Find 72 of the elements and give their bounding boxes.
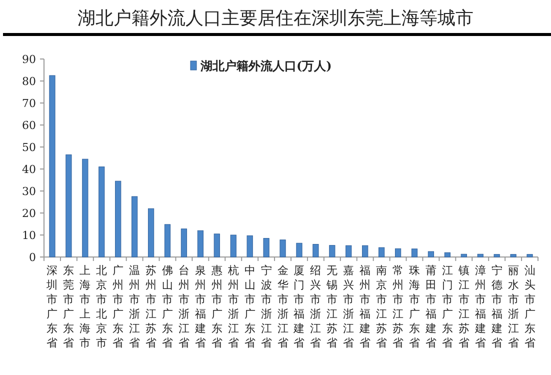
y-tick-label: 90: [22, 53, 36, 66]
x-tick-label: 无锡市江苏省: [326, 264, 338, 350]
x-tick-label: 温州市浙江省: [129, 264, 140, 350]
x-tick-label: 珠海市广东省: [409, 264, 420, 350]
bar: [164, 224, 171, 258]
bar: [460, 254, 467, 258]
x-tick-label: 厦门市福建省: [292, 264, 305, 350]
x-tick-label: 莆田市福建省: [424, 264, 436, 350]
x-tick-label: 广州市广东省: [112, 264, 124, 350]
x-tick-label: 东莞市广东省: [63, 264, 74, 350]
bar: [180, 228, 188, 258]
bar: [214, 234, 220, 258]
bar: [246, 235, 253, 258]
bar: [394, 248, 402, 258]
x-tick-label: 丽水市浙江省: [508, 264, 519, 350]
y-tick-label: 70: [22, 97, 36, 110]
x-tick-label: 北京市北京市: [96, 264, 108, 350]
bar: [526, 254, 533, 258]
x-tick-label: 中山市广东省: [244, 264, 256, 350]
bar: [280, 240, 286, 258]
bar: [510, 254, 516, 258]
chart-title: 湖北户籍外流人口主要居住在深圳东莞上海等城市: [78, 8, 474, 29]
bar: [494, 254, 500, 258]
bar: [49, 75, 56, 258]
x-tick-label: 镇江市江苏省: [457, 264, 470, 350]
x-tick-label: 佛山市广东省: [162, 264, 173, 350]
x-tick-label: 惠州市广东省: [210, 264, 222, 350]
x-tick-label: 漳州市福建省: [474, 264, 486, 350]
x-tick-label: 台州市浙江省: [178, 264, 190, 350]
x-tick-label: 福州市福建省: [358, 264, 371, 350]
x-tick-label: 宁德市福建省: [490, 264, 502, 350]
bar: [378, 247, 385, 258]
y-tick-label: 80: [22, 75, 36, 88]
bar: [148, 208, 154, 258]
y-tick-label: 20: [22, 207, 36, 220]
bar: [230, 234, 236, 258]
x-tick-label: 泉州市福建省: [194, 264, 206, 350]
bar: [428, 251, 434, 258]
bar: [115, 180, 122, 258]
bar: [132, 196, 138, 258]
x-tick-label: 嘉兴市浙江省: [343, 264, 354, 350]
x-tick-label: 深圳市广东省: [46, 264, 58, 350]
x-tick-label: 汕头市广东省: [524, 264, 536, 350]
bar: [66, 154, 72, 258]
y-tick-label: 10: [22, 229, 36, 242]
x-tick-label: 南京市江苏省: [376, 264, 388, 350]
bar: [98, 166, 105, 258]
x-tick-label: 金华市浙江省: [277, 264, 288, 350]
x-tick-label: 上海市上海市: [80, 264, 91, 350]
bar: [329, 245, 336, 258]
bar: [263, 238, 270, 258]
y-tick-label: 50: [22, 141, 36, 154]
x-tick-label: 常州市江苏省: [392, 264, 404, 350]
bar: [296, 242, 302, 258]
x-tick-label: 绍兴市浙江省: [310, 264, 322, 350]
y-tick-label: 40: [22, 163, 36, 176]
x-tick-label: 江门市广东省: [442, 264, 453, 350]
legend: 湖北户籍外流人口(万人): [190, 59, 332, 73]
y-tick-label: 30: [22, 185, 36, 198]
y-tick-label: 60: [22, 119, 36, 132]
bar: [197, 230, 204, 258]
bar: [411, 248, 418, 258]
y-tick-label: 0: [29, 251, 36, 264]
bar: [362, 245, 368, 258]
bar: [312, 244, 319, 258]
bar: [346, 245, 352, 258]
bar: [444, 252, 450, 258]
x-tick-label: 宁波市浙江省: [260, 264, 272, 350]
x-tick-label: 苏州市江苏省: [146, 264, 157, 350]
x-tick-label: 杭州市浙江省: [226, 264, 239, 350]
bar: [477, 254, 484, 258]
bar: [82, 158, 88, 258]
